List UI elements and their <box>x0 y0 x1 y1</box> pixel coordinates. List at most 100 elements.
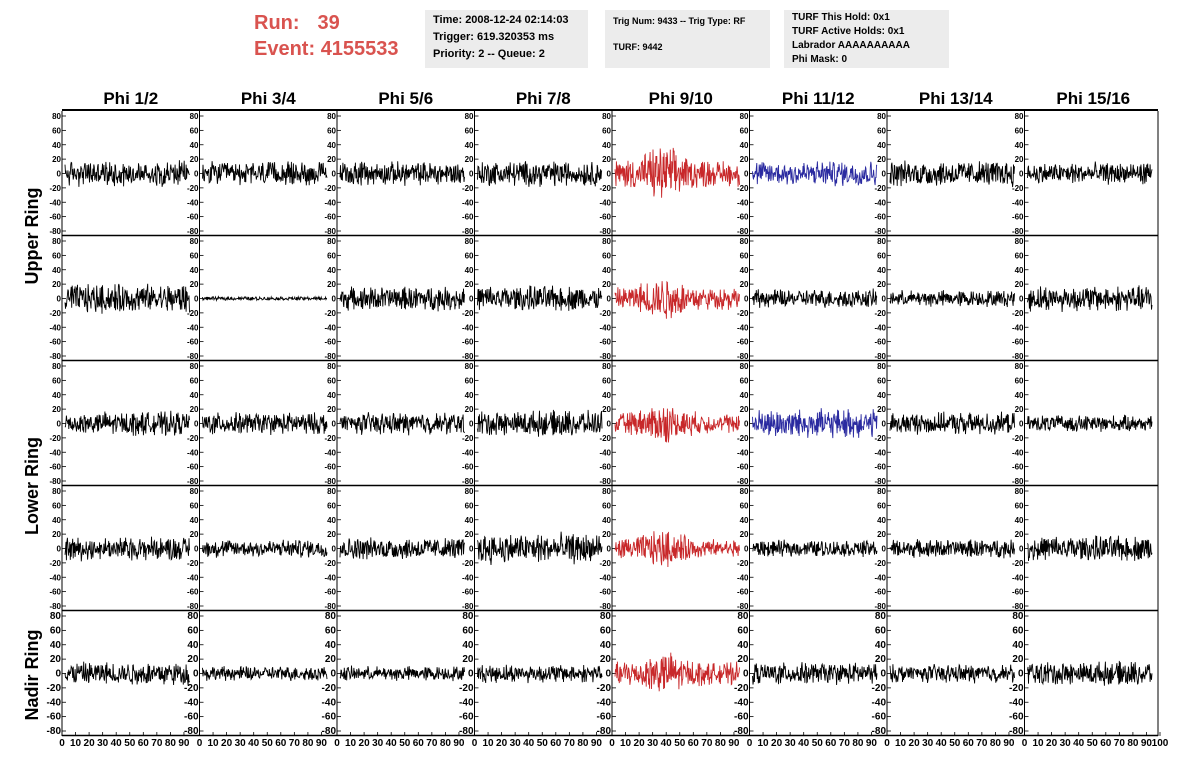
time-text: Time: 2008-12-24 02:14:03 <box>433 14 569 26</box>
waveform-trace <box>752 539 878 558</box>
panel-r4-c5: 80 60 40 20 0 -20 -40 -60 -80 <box>599 486 740 611</box>
y-tick-label: -40 <box>737 448 749 457</box>
y-tick-label: -20 <box>599 184 611 193</box>
x-tick-label: 10 <box>1032 738 1044 749</box>
trig-info-box: Trig Num: 9433 -- Trig Type: RF TURF: 94… <box>605 10 770 68</box>
y-tick-label: -60 <box>462 463 474 472</box>
y-tick-label: 0 <box>469 295 474 304</box>
x-tick-label: 70 <box>839 738 851 749</box>
y-tick-label: -60 <box>734 712 749 723</box>
y-tick-label: 40 <box>327 391 336 400</box>
x-tick-label: 10 <box>70 738 82 749</box>
waveform-trace <box>614 280 740 319</box>
y-tick-label: -80 <box>599 352 611 361</box>
panel-r4-c4: 80 60 40 20 0 -20 -40 -60 -80 <box>462 486 603 611</box>
y-tick-label: 80 <box>877 112 886 121</box>
ring-label-1: Upper Ring <box>22 188 42 285</box>
y-tick-label: -60 <box>874 213 886 222</box>
x-tick-label: 90 <box>591 738 603 749</box>
y-tick-label: 0 <box>880 669 886 680</box>
panel-r3-c3: 80 60 40 20 0 -20 -40 -60 -80 <box>324 361 465 486</box>
y-tick-label: -60 <box>49 588 61 597</box>
y-tick-label: 80 <box>465 487 474 496</box>
panel-r1-c4: 80 60 40 20 0 -20 -40 -60 -80 <box>462 111 603 236</box>
x-tick-label: 90 <box>1141 738 1153 749</box>
x-tick-label: 40 <box>1073 738 1085 749</box>
y-tick-label: 20 <box>1015 280 1024 289</box>
y-tick-label: 0 <box>57 420 62 429</box>
y-tick-label: 40 <box>52 516 61 525</box>
y-tick-label: 20 <box>327 530 336 539</box>
x-tick-label: 30 <box>372 738 384 749</box>
y-tick-label: -80 <box>1012 227 1024 236</box>
y-tick-label: -20 <box>599 309 611 318</box>
y-tick-label: 20 <box>602 155 611 164</box>
y-tick-label: 20 <box>465 280 474 289</box>
y-tick-label: 40 <box>327 141 336 150</box>
y-tick-label: -80 <box>1012 602 1024 611</box>
x-tick-label: 70 <box>701 738 713 749</box>
y-tick-label: -40 <box>459 697 474 708</box>
y-tick-label: 80 <box>327 112 336 121</box>
waveform-trace <box>752 288 878 308</box>
x-tick-label: 50 <box>1087 738 1099 749</box>
x-tick-label: 40 <box>386 738 398 749</box>
y-tick-label: -40 <box>1012 448 1024 457</box>
y-tick-label: -40 <box>324 573 336 582</box>
ring-label-3: Nadir Ring <box>22 629 42 720</box>
y-tick-label: -80 <box>599 227 611 236</box>
y-tick-label: 60 <box>52 376 61 385</box>
panel-r5-c3: 80 60 40 20 0 -20 -40 -60 -80 <box>322 611 465 737</box>
y-tick-label: -80 <box>187 477 199 486</box>
x-tick-label: 70 <box>151 738 163 749</box>
y-tick-label: -20 <box>49 184 61 193</box>
y-tick-label: 80 <box>877 237 886 246</box>
y-tick-label: -20 <box>462 559 474 568</box>
y-tick-label: 40 <box>327 266 336 275</box>
y-tick-label: -20 <box>49 559 61 568</box>
waveform-trace <box>889 160 1015 188</box>
y-tick-label: 20 <box>52 155 61 164</box>
y-tick-label: -40 <box>874 573 886 582</box>
panel-r1-c5: 80 60 40 20 0 -20 -40 -60 -80 <box>599 111 740 236</box>
x-tick-label: 70 <box>564 738 576 749</box>
y-tick-label: -80 <box>324 227 336 236</box>
y-tick-label: 60 <box>52 251 61 260</box>
panel-r5-c4: 80 60 40 20 0 -20 -40 -60 -80 <box>459 611 603 737</box>
y-tick-label: -40 <box>737 198 749 207</box>
y-tick-label: -60 <box>324 463 336 472</box>
waveform-trace <box>1027 535 1153 562</box>
y-tick-label: -80 <box>184 726 199 737</box>
panel-r5-c1: 80 60 40 20 0 -20 -40 -60 -80 <box>47 611 190 737</box>
y-tick-label: 80 <box>877 487 886 496</box>
panel-r3-c2: 80 60 40 20 0 -20 -40 -60 -80 <box>187 361 328 486</box>
column-header-7: Phi 13/14 <box>919 89 993 108</box>
y-tick-label: 60 <box>602 376 611 385</box>
y-tick-label: -60 <box>324 588 336 597</box>
x-tick-label: 0 <box>197 738 203 749</box>
y-tick-label: 60 <box>1012 625 1024 636</box>
waveform-trace <box>202 665 328 682</box>
y-tick-label: 40 <box>740 141 749 150</box>
panel-r4-c8: 80 60 40 20 0 -20 -40 -60 -80 <box>1012 486 1153 611</box>
y-tick-label: -80 <box>737 602 749 611</box>
panel-r5-c6: 80 60 40 20 0 -20 -40 -60 -80 <box>734 611 878 737</box>
panel-r4-c1: 80 60 40 20 0 -20 -40 -60 -80 <box>49 486 190 611</box>
y-tick-label: -20 <box>187 434 199 443</box>
y-tick-label: -40 <box>597 697 612 708</box>
run-label: Run: <box>254 12 300 34</box>
y-tick-label: -20 <box>874 434 886 443</box>
y-tick-label: -80 <box>599 477 611 486</box>
y-tick-label: 60 <box>50 625 62 636</box>
x-tick-label: 100 <box>1152 738 1169 749</box>
y-tick-label: -80 <box>734 726 749 737</box>
y-tick-label: -80 <box>47 726 62 737</box>
y-tick-label: 60 <box>190 126 199 135</box>
panel-r5-c7: 80 60 40 20 0 -20 -40 -60 -80 <box>872 611 1015 737</box>
y-tick-label: -80 <box>1012 352 1024 361</box>
y-tick-label: -60 <box>1012 338 1024 347</box>
y-tick-label: -60 <box>462 213 474 222</box>
y-tick-label: -20 <box>187 309 199 318</box>
y-tick-label: -60 <box>599 588 611 597</box>
